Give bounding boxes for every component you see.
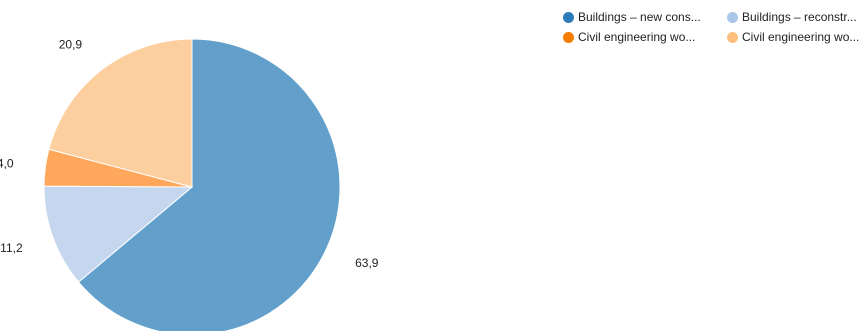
pie-slices [43, 38, 341, 331]
slice-value-label: 11,2 [0, 241, 23, 255]
legend-label: Civil engineering wo... [578, 30, 696, 44]
pie-slice[interactable] [48, 38, 193, 188]
legend-label: Buildings – new cons... [578, 10, 701, 24]
pie-slice[interactable] [77, 38, 341, 331]
legend-item-civil-engineering-1[interactable]: Civil engineering wo... [563, 30, 727, 44]
legend-item-buildings-reconstruction[interactable]: Buildings – reconstr... [727, 10, 863, 24]
legend-swatch [727, 31, 738, 43]
slice-value-label: 63,9 [355, 256, 379, 270]
pie-slice[interactable] [43, 185, 194, 283]
legend-swatch [563, 11, 574, 23]
legend-label: Civil engineering wo... [742, 30, 860, 44]
legend-swatch [563, 31, 574, 43]
slice-value-label: 20,9 [59, 37, 83, 51]
legend-swatch [727, 11, 738, 23]
slice-labels: 63,9 11,2 4,0 20,9 [0, 37, 379, 270]
legend-item-civil-engineering-2[interactable]: Civil engineering wo... [727, 30, 863, 44]
legend-label: Buildings – reconstr... [742, 10, 857, 24]
chart-legend: Buildings – new cons... Buildings – reco… [563, 10, 863, 44]
legend-item-buildings-new[interactable]: Buildings – new cons... [563, 10, 727, 24]
slice-value-label: 4,0 [0, 156, 14, 170]
